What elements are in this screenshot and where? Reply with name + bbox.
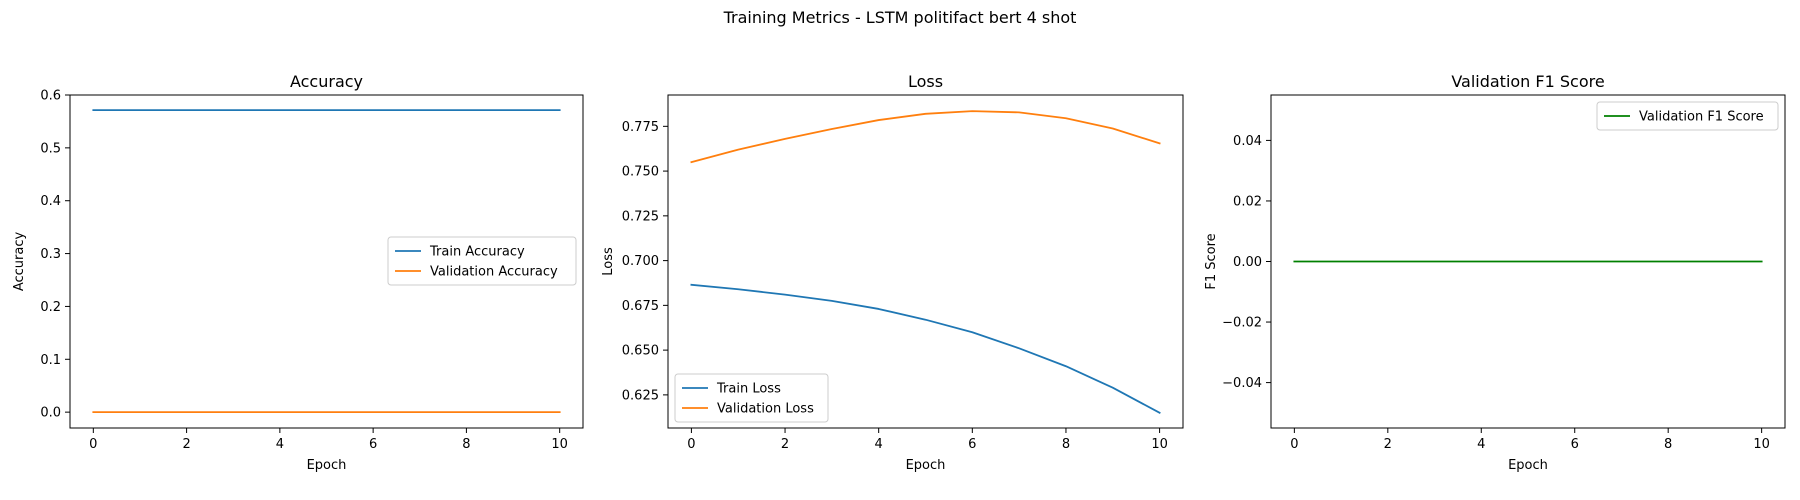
chart-3-x-axis-label: Epoch	[1508, 458, 1548, 473]
chart-2-legend-label-validation-loss: Validation Loss	[717, 402, 814, 417]
chart-2-series-train-loss-line	[690, 283, 1161, 414]
chart-2-x-tick-label: 4	[875, 437, 883, 452]
chart-1-legend: Train Accuracy Validation Accuracy	[387, 236, 577, 286]
chart-1-x-axis-label: Epoch	[307, 458, 347, 473]
chart-2-panel: 0 2 4 6 8 10 0.625 0.650 0.675 0.700 0.725 0.750 0.7…	[601, 72, 1184, 473]
chart-3-legend-label-validation-f1-score: Validation F1 Score	[1639, 110, 1764, 125]
chart-1-legend-label-train-accuracy: Train Accuracy	[429, 245, 525, 260]
chart-2-x-tick-label: 6	[968, 437, 976, 452]
chart-2-y-tick-label: 0.750	[622, 165, 659, 180]
chart-1-y-tick-label: 0.6	[40, 89, 61, 104]
chart-1-y-tick-label: 0.0	[40, 406, 61, 421]
figure-suptitle: Training Metrics - LSTM politifact bert …	[723, 8, 1077, 27]
chart-1-legend-box	[387, 236, 577, 286]
chart-1-y-tick-label: 0.4	[40, 194, 61, 209]
chart-2-y-tick-label: 0.650	[622, 344, 659, 359]
chart-3-x-tick-label: 6	[1571, 437, 1579, 452]
chart-2-y-axis-label: Loss	[601, 247, 616, 276]
chart-2-y-tick-label: 0.725	[622, 209, 659, 224]
chart-2-axes-frame	[667, 94, 1184, 429]
chart-3-y-tick-label: −0.02	[1222, 316, 1262, 331]
chart-2-x-tick-label: 8	[1062, 437, 1070, 452]
chart-2-title: Loss	[908, 72, 943, 91]
chart-3-legend: Validation F1 Score	[1596, 101, 1779, 131]
chart-1-x-tick-label: 8	[462, 437, 470, 452]
chart-3-y-axis-label: F1 Score	[1204, 233, 1219, 289]
chart-1-y-axis-label: Accuracy	[12, 232, 27, 292]
chart-3-legend-box	[1596, 101, 1779, 131]
chart-3-y-tick-label: 0.02	[1233, 194, 1262, 209]
chart-3-y-tick-label: 0.04	[1233, 134, 1262, 149]
chart-3-x-tick-label: 2	[1384, 437, 1392, 452]
chart-3-y-tick-label: 0.00	[1233, 255, 1262, 270]
chart-1-y-tick-label: 0.5	[40, 141, 61, 156]
chart-3-x-tick-label: 8	[1664, 437, 1672, 452]
chart-1-panel: 0 2 4 6 8 10 0.0 0.1 0.2 0.3 0.4 0.5 0.6 Accuracy Epoc…	[12, 72, 584, 473]
chart-1-x-tick-label: 2	[182, 437, 190, 452]
chart-1-y-tick-label: 0.3	[40, 247, 61, 262]
chart-3-x-tick-label: 10	[1753, 437, 1770, 452]
chart-3-title: Validation F1 Score	[1451, 72, 1604, 91]
chart-2-y-tick-label: 0.675	[622, 299, 659, 314]
chart-3-panel: 0 2 4 6 8 10 −0.04 −0.02 0.00 0.02 0.04 Validation …	[1204, 72, 1786, 473]
chart-2-x-tick-label: 2	[781, 437, 789, 452]
chart-2-legend: Train Loss Validation Loss	[674, 373, 829, 423]
chart-1-axes-frame	[69, 94, 584, 429]
chart-2-legend-box	[674, 373, 829, 423]
chart-2-x-axis-label: Epoch	[906, 458, 946, 473]
chart-3-y-tick-label: −0.04	[1222, 376, 1262, 391]
chart-3-x-tick-label: 0	[1290, 437, 1298, 452]
chart-2-y-tick-label: 0.625	[622, 388, 659, 403]
chart-1-x-tick-label: 6	[369, 437, 377, 452]
chart-2-legend-label-train-loss: Train Loss	[716, 382, 781, 397]
chart-1-x-tick-label: 4	[276, 437, 284, 452]
chart-2-x-tick-label: 10	[1151, 437, 1168, 452]
chart-2-y-tick-label: 0.775	[622, 120, 659, 135]
chart-2-y-tick-label: 0.700	[622, 254, 659, 269]
chart-2-x-tick-label: 0	[687, 437, 695, 452]
chart-1-x-tick-label: 0	[89, 437, 97, 452]
chart-1-y-tick-label: 0.1	[40, 353, 61, 368]
chart-1-y-tick-label: 0.2	[40, 300, 61, 315]
chart-2-series-validation-loss-line	[690, 110, 1161, 164]
chart-1-x-tick-label: 10	[551, 437, 568, 452]
chart-1-title: Accuracy	[290, 72, 363, 91]
chart-3-x-tick-label: 4	[1477, 437, 1485, 452]
chart-1-legend-label-validation-accuracy: Validation Accuracy	[430, 265, 558, 280]
